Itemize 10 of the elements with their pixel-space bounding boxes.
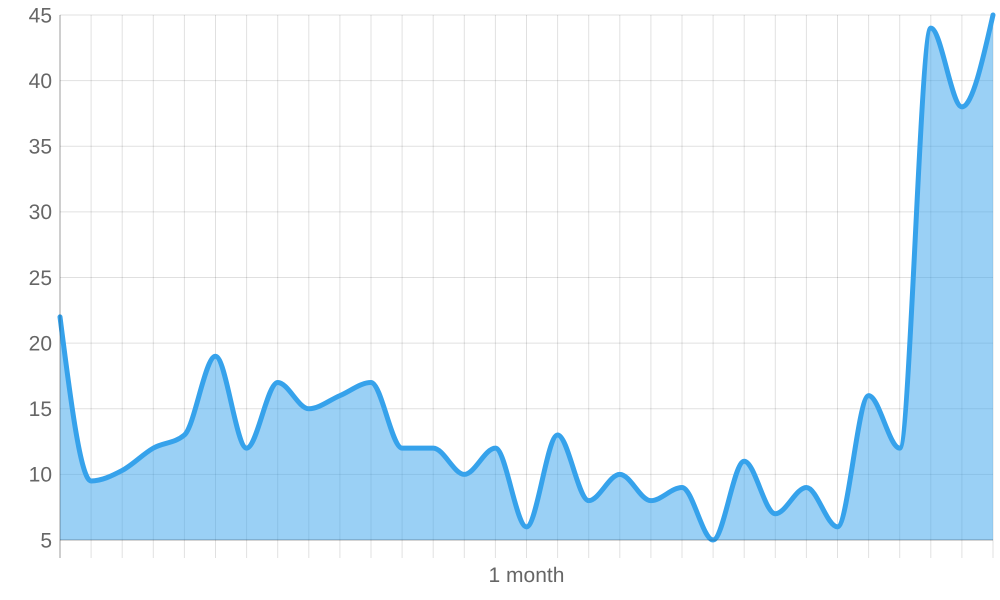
y-tick-label: 25 xyxy=(28,266,52,290)
y-tick-label: 35 xyxy=(28,136,52,159)
x-axis-title: 1 month xyxy=(488,564,564,587)
y-tick-label: 5 xyxy=(40,529,52,552)
y-tick-label: 10 xyxy=(28,464,52,487)
y-tick-label: 20 xyxy=(28,332,52,356)
y-tick-label: 45 xyxy=(28,4,52,28)
y-tick-label: 15 xyxy=(28,398,52,422)
y-tick-label: 30 xyxy=(28,201,52,224)
y-tick-label: 40 xyxy=(28,70,52,93)
